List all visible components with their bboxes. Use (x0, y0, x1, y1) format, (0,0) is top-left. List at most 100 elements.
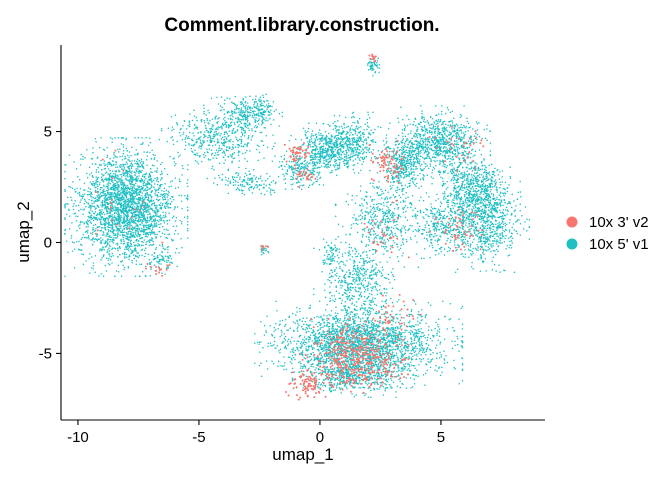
data-point (274, 155, 276, 157)
data-point (223, 133, 226, 135)
data-point (313, 153, 316, 155)
data-point (103, 197, 106, 200)
data-point (308, 169, 311, 172)
data-point (253, 117, 255, 119)
data-point (295, 138, 297, 141)
data-point (106, 194, 108, 196)
data-point (80, 158, 82, 160)
data-point (136, 158, 139, 161)
data-point (135, 180, 137, 183)
data-point (274, 182, 277, 185)
data-point (121, 198, 123, 200)
data-point (233, 102, 235, 105)
data-point (127, 203, 130, 206)
data-point (278, 112, 281, 115)
data-point (417, 158, 419, 160)
data-point (132, 203, 134, 206)
data-point (118, 199, 121, 202)
data-point (236, 187, 239, 189)
data-point (159, 179, 162, 181)
data-point (240, 145, 243, 148)
data-point (144, 224, 146, 227)
data-point (238, 151, 241, 153)
data-point (326, 154, 328, 156)
data-point (362, 136, 365, 138)
data-point (115, 156, 117, 158)
data-point (209, 141, 212, 144)
data-point (291, 171, 294, 173)
data-point (118, 245, 121, 248)
data-point (156, 254, 159, 257)
data-point (116, 234, 118, 237)
data-point (223, 152, 226, 154)
data-point (220, 147, 223, 150)
data-point (218, 145, 221, 147)
data-point (349, 140, 351, 142)
data-point (111, 170, 114, 172)
data-point (436, 159, 438, 162)
data-point (231, 112, 234, 115)
data-point (140, 185, 143, 188)
data-point (218, 147, 220, 150)
data-point (344, 149, 347, 152)
data-point (114, 216, 116, 219)
data-point (254, 130, 256, 133)
data-point (82, 209, 84, 211)
data-point (256, 112, 258, 115)
data-point (143, 181, 145, 183)
data-point (169, 181, 172, 183)
data-point (186, 195, 189, 198)
data-point (232, 132, 234, 134)
data-point (326, 167, 328, 169)
data-point (144, 235, 147, 238)
data-point (377, 149, 380, 152)
data-point (161, 251, 163, 253)
data-point (212, 157, 214, 159)
data-point (134, 211, 137, 213)
data-point (261, 102, 263, 105)
data-point (355, 148, 357, 151)
data-point (172, 158, 174, 160)
data-point (290, 160, 293, 163)
data-point (121, 233, 124, 236)
data-point (116, 244, 119, 246)
data-point (125, 201, 127, 203)
data-point (98, 238, 100, 240)
data-point (342, 130, 344, 132)
data-point (418, 144, 420, 147)
data-point (101, 191, 103, 194)
data-point (155, 208, 157, 210)
data-point (262, 94, 264, 96)
data-point (181, 246, 183, 249)
data-point (107, 188, 110, 191)
data-point (127, 221, 129, 224)
data-point (242, 111, 244, 114)
data-point (157, 189, 159, 191)
data-point (188, 120, 191, 122)
data-point (118, 177, 120, 179)
data-point (125, 237, 127, 240)
data-point (319, 142, 321, 145)
data-point (163, 219, 165, 222)
data-point (121, 194, 123, 196)
data-point (82, 253, 85, 256)
data-point (80, 249, 82, 251)
data-point (158, 216, 160, 218)
data-point (283, 154, 286, 157)
data-point (117, 191, 119, 193)
data-point (424, 140, 427, 143)
data-point (144, 275, 147, 277)
data-point (315, 161, 318, 163)
data-point (247, 111, 250, 114)
data-point (131, 170, 133, 172)
data-point (311, 162, 314, 164)
data-point (195, 116, 198, 119)
data-point (128, 209, 130, 212)
data-point (100, 237, 102, 239)
data-point (154, 193, 156, 195)
data-point (92, 147, 94, 149)
data-point (240, 140, 243, 143)
data-point (262, 104, 265, 107)
data-point (137, 137, 140, 139)
data-point (278, 125, 280, 127)
